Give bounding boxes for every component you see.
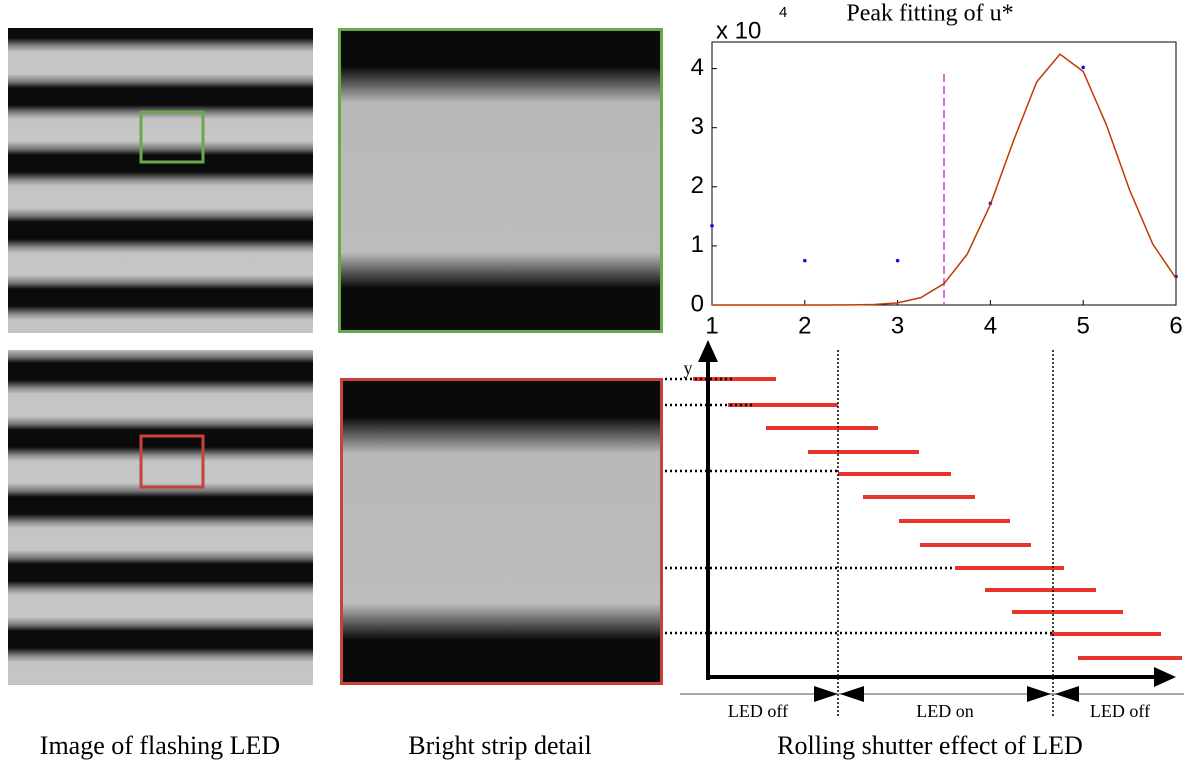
arrow-head <box>1154 667 1176 687</box>
caption: Rolling shutter effect of LED <box>777 731 1083 760</box>
led-state: LED off <box>1090 701 1150 721</box>
y-tick-label: 2 <box>691 172 704 199</box>
caption: Bright strip detail <box>408 731 591 760</box>
data-point <box>710 224 714 228</box>
y-tick-label: 4 <box>691 54 704 81</box>
roi-box <box>141 112 203 162</box>
led-state: LED on <box>916 701 974 721</box>
x-tick-label: 1 <box>705 312 718 339</box>
guides <box>665 379 1053 633</box>
x-tick-label: 2 <box>798 312 811 339</box>
y-tick-label: 1 <box>691 231 704 258</box>
x-tick-label: 3 <box>891 312 904 339</box>
arrow-head <box>1055 686 1079 702</box>
y-tick-label: 3 <box>691 113 704 140</box>
multiplier-exp: 4 <box>779 4 787 21</box>
data-point <box>803 259 807 263</box>
x-tick-label: 5 <box>1077 312 1090 339</box>
page: Peak fitting of u* x 10 4 y LED off LED … <box>0 0 1184 767</box>
led-state: LED off <box>728 701 788 721</box>
rolling-diagram <box>693 379 1182 658</box>
arrow-head <box>840 686 864 702</box>
arrow-head <box>814 686 838 702</box>
figure: Peak fitting of u* x 10 4 y LED off LED … <box>0 0 1184 767</box>
y-label: y <box>684 358 693 378</box>
arrow-head <box>1027 686 1051 702</box>
data-point <box>1081 66 1085 70</box>
arrow-head <box>698 340 718 362</box>
x-tick-label: 6 <box>1169 312 1182 339</box>
caption: Image of flashing LED <box>40 731 280 760</box>
x-tick-label: 4 <box>984 312 997 339</box>
multiplier: x 10 <box>716 17 761 44</box>
transitions <box>838 350 1053 718</box>
data-point <box>896 259 900 263</box>
y-tick-label: 0 <box>691 290 704 317</box>
roi-box <box>141 436 203 487</box>
plot-title: Peak fitting of u* <box>846 1 1013 27</box>
